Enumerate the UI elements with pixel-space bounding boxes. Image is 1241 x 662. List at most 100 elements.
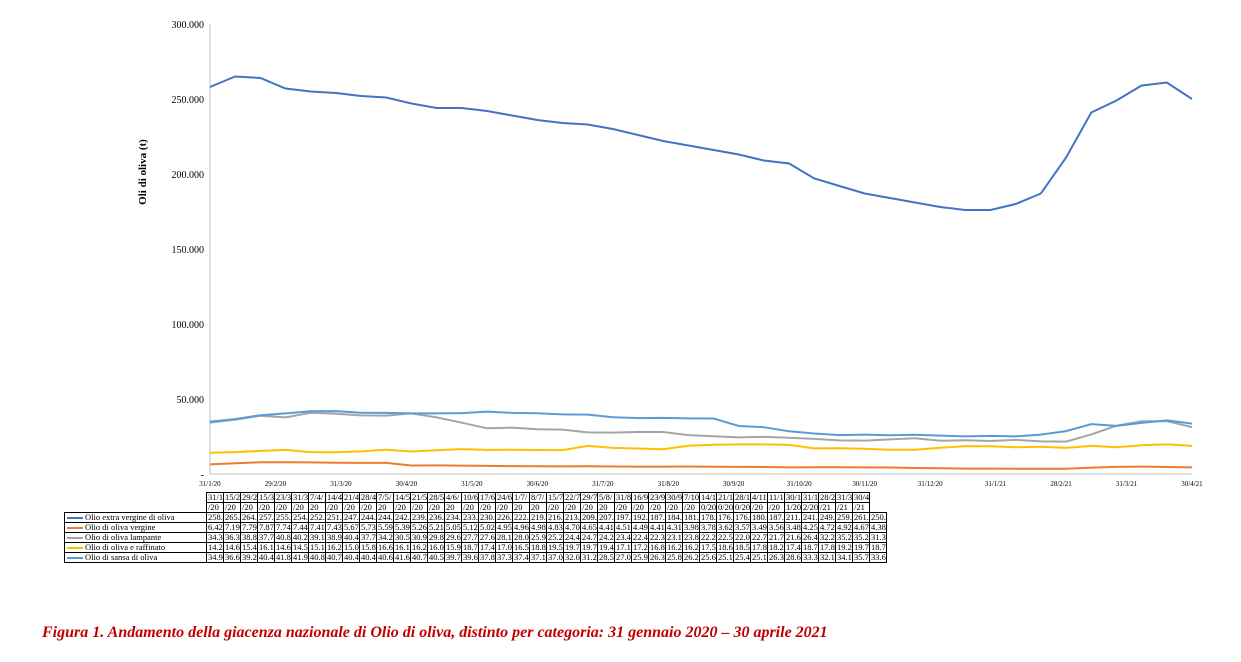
- table-cell: 25.9: [529, 532, 547, 543]
- table-cell: 259.: [835, 512, 853, 523]
- table-cell: 4.67: [852, 522, 870, 533]
- table-cell: 23.8: [682, 532, 700, 543]
- table-cell: /20: [393, 502, 411, 513]
- table-cell: 16.8: [648, 542, 666, 553]
- table-cell: 6.42: [206, 522, 224, 533]
- table-cell: /20: [427, 502, 445, 513]
- table-cell: 21/1: [716, 492, 734, 503]
- table-cell: 17.1: [614, 542, 632, 553]
- table-cell: 3.98: [682, 522, 700, 533]
- table-cell: 29.6: [444, 532, 462, 543]
- table-cell: 3.57: [733, 522, 751, 533]
- table-cell: 14/4: [325, 492, 343, 503]
- table-cell: 34.9: [206, 552, 224, 563]
- table-cell: /20: [767, 502, 785, 513]
- table-cell: 37.8: [478, 552, 496, 563]
- legend-entry: Olio di oliva e raffinato: [64, 542, 207, 553]
- series-line: [209, 461, 1193, 470]
- table-cell: 15.9: [444, 542, 462, 553]
- table-cell: 20: [512, 502, 530, 513]
- table-cell: 4.72: [818, 522, 836, 533]
- table-cell: 30/1: [784, 492, 802, 503]
- table-cell: /20: [478, 502, 496, 513]
- table-cell: 5.02: [478, 522, 496, 533]
- table-cell: 40.4: [342, 532, 360, 543]
- table-cell: 261.: [852, 512, 870, 523]
- legend-label: Olio di sansa di oliva: [85, 552, 158, 562]
- table-cell: 14.6: [223, 542, 241, 553]
- table-cell: 31/3: [835, 492, 853, 503]
- table-cell: 4.25: [801, 522, 819, 533]
- table-cell: 17/6: [478, 492, 496, 503]
- table-cell: 16/9: [631, 492, 649, 503]
- table-cell: 24/6: [495, 492, 513, 503]
- table-cell: 4.98: [529, 522, 547, 533]
- legend-label: Olio di oliva lampante: [85, 532, 162, 542]
- table-cell: 1/20: [784, 502, 802, 513]
- table-cell: 23.4: [614, 532, 632, 543]
- table-cell: /20: [359, 502, 377, 513]
- table-cell: 37.1: [529, 552, 547, 563]
- table-cell: 7.41: [308, 522, 326, 533]
- table-cell: 28/4: [359, 492, 377, 503]
- table-cell: 40.5: [427, 552, 445, 563]
- table-cell: /20: [223, 502, 241, 513]
- table-cell: 28/2: [818, 492, 836, 503]
- series-line: [209, 443, 1193, 454]
- table-cell: 7.43: [325, 522, 343, 533]
- table-cell: 30.5: [393, 532, 411, 543]
- table-cell: /20: [614, 502, 632, 513]
- table-cell: 41.8: [274, 552, 292, 563]
- table-cell: 4.83: [546, 522, 564, 533]
- table-cell: 250.: [869, 512, 887, 523]
- table-cell: 31/1: [801, 492, 819, 503]
- y-tick-label: 200.000: [172, 170, 205, 181]
- table-cell: 213.: [563, 512, 581, 523]
- table-cell: 0/20: [716, 502, 734, 513]
- table-cell: 19.7: [852, 542, 870, 553]
- legend-swatch: [67, 537, 83, 540]
- y-tick-label: -: [201, 470, 204, 481]
- plot-area: [209, 75, 1193, 470]
- table-cell: 28.5: [597, 552, 615, 563]
- table-cell: 180.: [750, 512, 768, 523]
- table-cell: 17.4: [784, 542, 802, 553]
- table-cell: 257.: [257, 512, 275, 523]
- table-cell: 234.: [444, 512, 462, 523]
- table-cell: 17.8: [818, 542, 836, 553]
- table-cell: 22.0: [733, 532, 751, 543]
- table-cell: 29/2: [240, 492, 258, 503]
- table-cell: 3.62: [716, 522, 734, 533]
- line-chart: - 50.000 100.000 150.000 200.000 250.000 300.0…: [137, 20, 1203, 488]
- table-cell: 7.19: [223, 522, 241, 533]
- table-cell: /20: [325, 502, 343, 513]
- table-cell: 233.: [461, 512, 479, 523]
- y-axis: - 50.000 100.000 150.000 200.000 250.000 300.0…: [172, 20, 211, 481]
- y-tick-label: 100.000: [172, 320, 205, 331]
- table-cell: 21/4: [342, 492, 360, 503]
- table-cell: 17.4: [478, 542, 496, 553]
- table-cell: 216.: [546, 512, 564, 523]
- table-cell: 20: [308, 502, 326, 513]
- table-cell: 7.87: [257, 522, 275, 533]
- table-cell: /20: [580, 502, 598, 513]
- table-cell: 178.: [699, 512, 717, 523]
- table-cell: 40.4: [257, 552, 275, 563]
- table-cell: 10/6: [461, 492, 479, 503]
- table-cell: 31.3: [869, 532, 887, 543]
- x-tick-label: 30/4/21: [1181, 480, 1203, 488]
- legend-label: Olio di oliva e raffinato: [85, 542, 166, 552]
- table-cell: 5.59: [376, 522, 394, 533]
- table-cell: 22.4: [631, 532, 649, 543]
- table-cell: 3.56: [767, 522, 785, 533]
- table-row: Olio di oliva vergine 6.42 7.19 7.79 7.87 7.7…: [64, 522, 887, 533]
- table-cell: 4.95: [495, 522, 513, 533]
- table-cell: /20: [257, 502, 275, 513]
- table-cell: 41.9: [291, 552, 309, 563]
- table-cell: 22.7: [750, 532, 768, 543]
- table-corner: [65, 493, 207, 503]
- table-cell: 252.: [308, 512, 326, 523]
- table-cell: /20: [274, 502, 292, 513]
- table-cell: 236.: [427, 512, 445, 523]
- table-cell: 258.: [206, 512, 224, 523]
